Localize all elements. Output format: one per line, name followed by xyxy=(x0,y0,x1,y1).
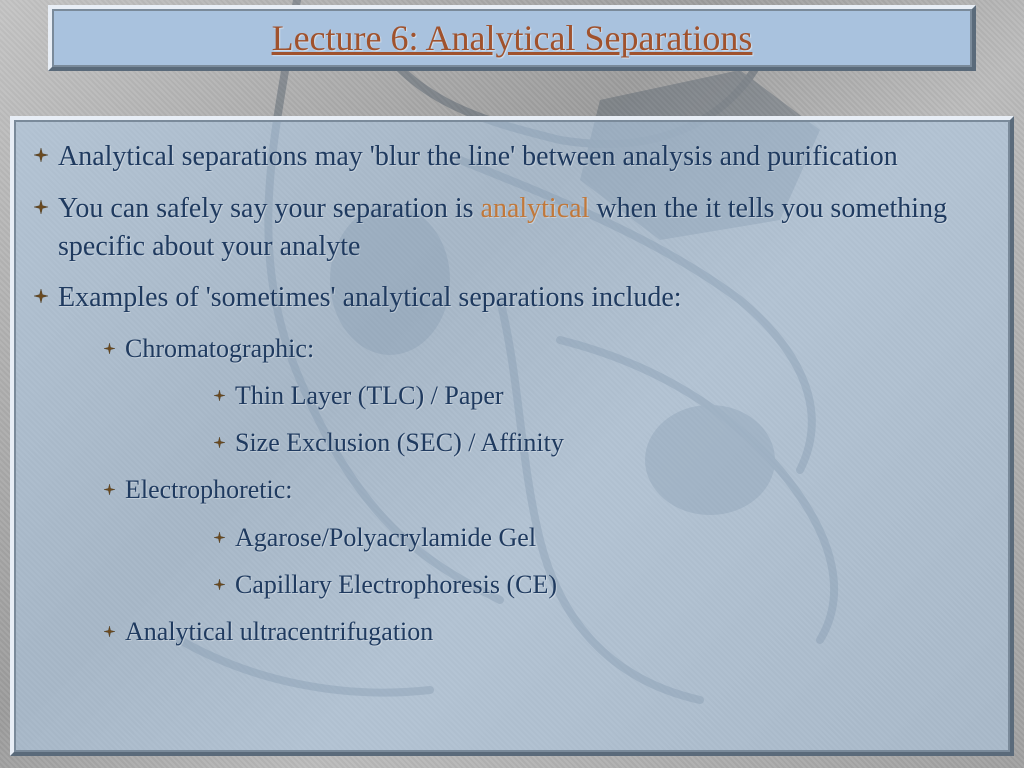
bullet-row: Thin Layer (TLC) / Paper xyxy=(214,378,990,413)
bullet-text: Size Exclusion (SEC) / Affinity xyxy=(235,425,564,460)
bullet-icon xyxy=(104,624,115,635)
bullet-row: Electrophoretic: xyxy=(104,472,990,507)
bullet-icon xyxy=(34,148,48,162)
bullet-text-pre: Size Exclusion (SEC) / Affinity xyxy=(235,428,564,457)
bullet-row: Examples of 'sometimes' analytical separ… xyxy=(34,279,990,317)
bullet-text-pre: Analytical separations may 'blur the lin… xyxy=(58,141,898,172)
bullet-text: Thin Layer (TLC) / Paper xyxy=(235,378,504,413)
bullet-text-pre: Capillary Electrophoresis (CE) xyxy=(235,570,557,599)
bullet-text: Capillary Electrophoresis (CE) xyxy=(235,567,557,602)
bullet-text: Electrophoretic: xyxy=(125,472,292,507)
bullet-icon xyxy=(104,482,115,493)
bullet-text-pre: Agarose/Polyacrylamide Gel xyxy=(235,523,536,552)
bullet-icon xyxy=(214,530,225,541)
bullet-row: Analytical ultracentrifugation xyxy=(104,614,990,649)
bullet-text-highlight: analytical xyxy=(481,193,590,224)
bullet-text-pre: You can safely say your separation is xyxy=(58,193,481,224)
bullet-row: Agarose/Polyacrylamide Gel xyxy=(214,520,990,555)
bullet-icon xyxy=(34,289,48,303)
title-panel: Lecture 6: Analytical Separations xyxy=(48,5,976,71)
content-panel: Analytical separations may 'blur the lin… xyxy=(10,116,1014,756)
bullet-icon xyxy=(214,435,225,446)
bullet-row: Size Exclusion (SEC) / Affinity xyxy=(214,425,990,460)
bullet-text: Agarose/Polyacrylamide Gel xyxy=(235,520,536,555)
bullet-text: Analytical separations may 'blur the lin… xyxy=(58,138,898,176)
bullet-icon xyxy=(214,577,225,588)
bullet-text-pre: Electrophoretic: xyxy=(125,475,292,504)
bullet-row: You can safely say your separation is an… xyxy=(34,190,990,266)
bullet-text-pre: Chromatographic: xyxy=(125,334,314,363)
bullet-icon xyxy=(104,341,115,352)
bullet-text: Examples of 'sometimes' analytical separ… xyxy=(58,279,682,317)
bullet-text: Analytical ultracentrifugation xyxy=(125,614,433,649)
bullet-text-pre: Analytical ultracentrifugation xyxy=(125,617,433,646)
bullet-text-pre: Thin Layer (TLC) / Paper xyxy=(235,381,504,410)
bullet-icon xyxy=(214,388,225,399)
bullet-text-pre: Examples of 'sometimes' analytical separ… xyxy=(58,282,682,313)
bullet-row: Capillary Electrophoresis (CE) xyxy=(214,567,990,602)
bullet-text: Chromatographic: xyxy=(125,331,314,366)
bullet-row: Chromatographic: xyxy=(104,331,990,366)
slide-title: Lecture 6: Analytical Separations xyxy=(272,17,753,59)
bullet-text: You can safely say your separation is an… xyxy=(58,190,990,266)
bullet-icon xyxy=(34,200,48,214)
bullet-row: Analytical separations may 'blur the lin… xyxy=(34,138,990,176)
